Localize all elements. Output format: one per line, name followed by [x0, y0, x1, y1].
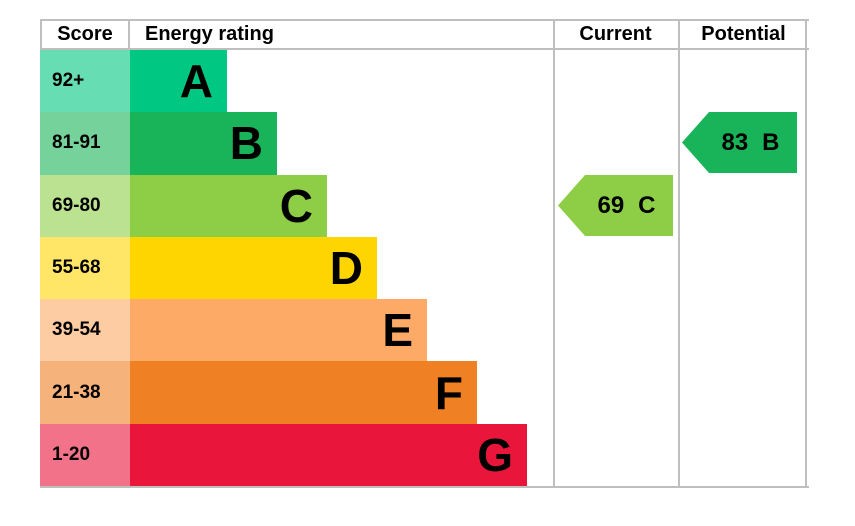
table-right-border: [805, 21, 807, 486]
band-score-label: 39-54: [52, 319, 101, 341]
band-letter: B: [229, 117, 263, 170]
current-band-letter: C: [638, 191, 656, 219]
potential-score-value: 83: [721, 128, 749, 156]
epc-table: Score Energy rating Current Potential 92…: [40, 19, 809, 488]
energy-rating-column-header: Energy rating: [145, 23, 274, 45]
band-score-cell: 69-80: [40, 174, 130, 237]
band-score-cell: 21-38: [40, 361, 130, 424]
potential-rating-arrow: 83 B: [682, 112, 797, 173]
band-rows: 92+ A 81-91 B 69-80 C 55-68 D 39-54 E 21…: [40, 50, 809, 486]
potential-column-header: Potential: [701, 23, 786, 45]
band-row-a: 92+ A: [40, 50, 809, 113]
band-score-label: 21-38: [52, 381, 101, 403]
band-score-label: 81-91: [52, 132, 101, 154]
band-letter: G: [477, 428, 513, 481]
band-score-cell: 92+: [40, 50, 130, 113]
band-row-c: 69-80 C: [40, 174, 809, 237]
band-bar: G: [130, 423, 527, 486]
band-bar: B: [130, 112, 277, 175]
band-row-d: 55-68 D: [40, 236, 809, 300]
band-bar: A: [130, 50, 227, 113]
band-row-g: 1-20 G: [40, 423, 809, 486]
band-letter: F: [434, 366, 463, 419]
band-score-label: 55-68: [52, 256, 101, 278]
band-row-f: 21-38 F: [40, 361, 809, 424]
band-score-cell: 1-20: [40, 423, 130, 486]
band-letter: C: [279, 179, 313, 232]
current-column-divider: [553, 21, 555, 486]
band-score-label: 69-80: [52, 194, 101, 216]
band-letter: A: [179, 55, 213, 108]
score-column-header: Score: [40, 21, 130, 48]
band-score-cell: 39-54: [40, 299, 130, 362]
band-letter: E: [382, 304, 413, 357]
band-score-label: 92+: [52, 70, 85, 92]
current-column-header: Current: [579, 23, 652, 45]
band-bar: F: [130, 361, 477, 424]
current-score-value: 69: [597, 191, 625, 219]
band-letter: D: [329, 241, 363, 294]
potential-band-letter: B: [762, 128, 780, 156]
band-row-b: 81-91 B: [40, 112, 809, 175]
band-row-e: 39-54 E: [40, 299, 809, 362]
band-score-cell: 81-91: [40, 112, 130, 175]
band-bar: C: [130, 174, 327, 237]
band-bar: E: [130, 299, 427, 362]
band-score-cell: 55-68: [40, 236, 130, 300]
band-score-label: 1-20: [52, 443, 91, 465]
potential-column-divider: [678, 21, 680, 486]
table-header-row: Score Energy rating Current Potential: [40, 21, 809, 50]
band-bar: D: [130, 236, 377, 300]
current-rating-arrow: 69 C: [558, 175, 673, 236]
